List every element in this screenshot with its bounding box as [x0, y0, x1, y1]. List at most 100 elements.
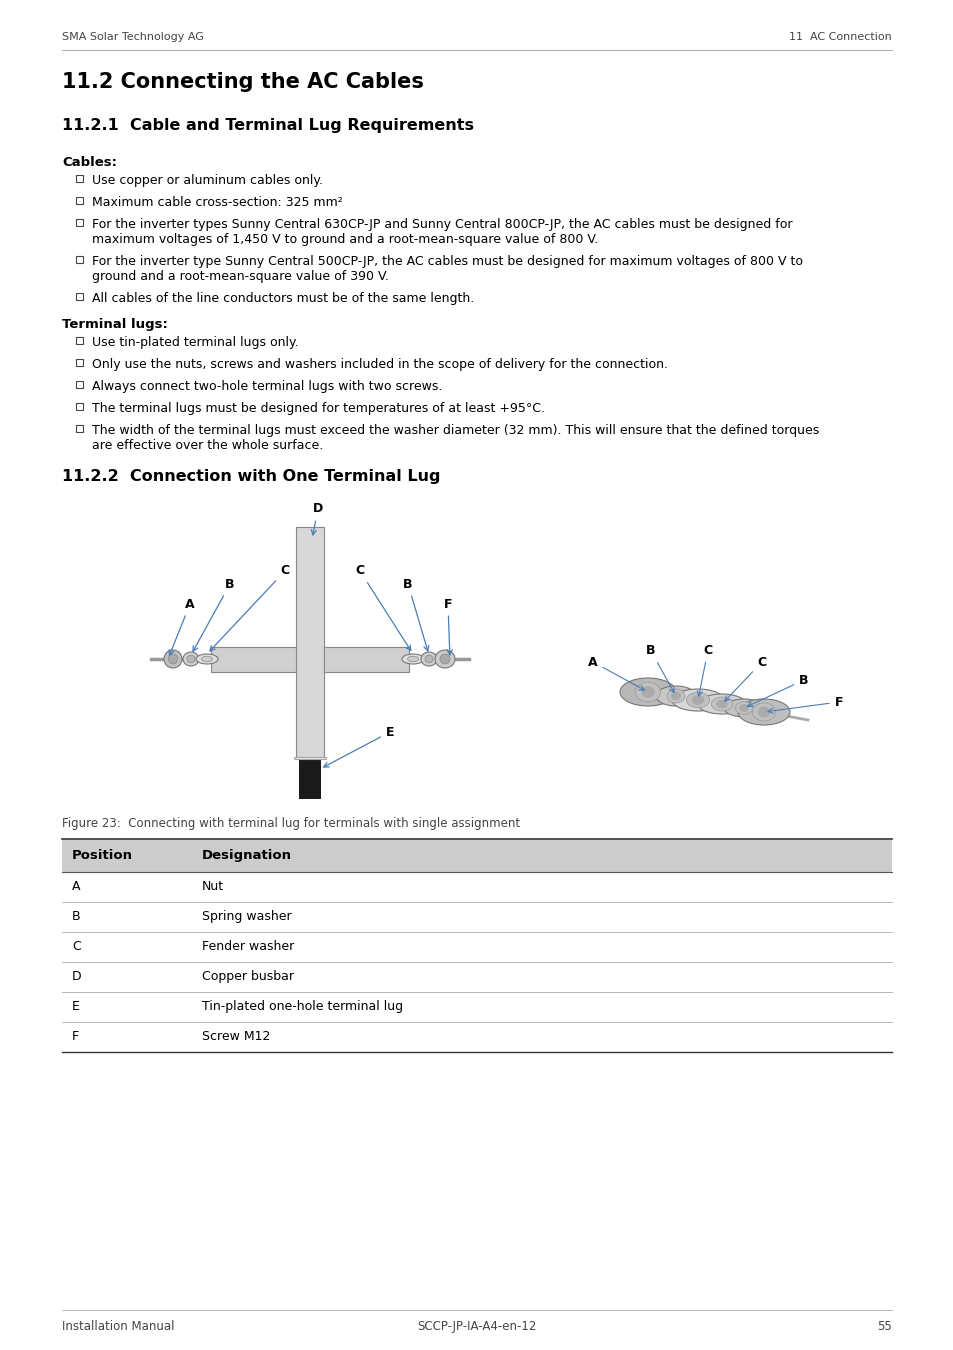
Text: 11  AC Connection: 11 AC Connection: [788, 32, 891, 42]
Bar: [76, 425, 84, 432]
Text: C: C: [697, 644, 712, 697]
Text: 11.2 Connecting the AC Cables: 11.2 Connecting the AC Cables: [62, 72, 423, 92]
Ellipse shape: [698, 694, 745, 714]
Ellipse shape: [734, 702, 752, 714]
Ellipse shape: [710, 697, 732, 711]
Bar: [76, 219, 84, 227]
Text: For the inverter type Sunny Central 500CP-JP, the AC cables must be designed for: For the inverter type Sunny Central 500C…: [91, 255, 802, 269]
Text: E: E: [71, 1000, 80, 1012]
Ellipse shape: [739, 705, 748, 711]
Text: Nut: Nut: [202, 880, 224, 892]
Bar: [298, 759, 320, 799]
Text: SCCP-JP-IA-A4-en-12: SCCP-JP-IA-A4-en-12: [416, 1320, 537, 1332]
Text: C: C: [210, 564, 290, 651]
Ellipse shape: [195, 653, 218, 664]
Bar: [62, 840, 891, 872]
Ellipse shape: [671, 688, 723, 711]
Ellipse shape: [666, 688, 684, 703]
Ellipse shape: [183, 652, 199, 666]
Text: C: C: [355, 564, 411, 651]
Text: D: D: [311, 502, 323, 535]
Text: The terminal lugs must be designed for temperatures of at least +95°C.: The terminal lugs must be designed for t…: [91, 402, 544, 414]
Text: D: D: [71, 971, 82, 983]
Text: A: A: [588, 656, 644, 690]
Text: Cables:: Cables:: [62, 157, 117, 169]
Text: Copper busbar: Copper busbar: [202, 971, 294, 983]
Bar: [294, 757, 326, 759]
Bar: [62, 902, 891, 932]
Ellipse shape: [201, 656, 213, 662]
Ellipse shape: [723, 699, 763, 717]
Bar: [76, 381, 84, 389]
Ellipse shape: [169, 653, 177, 664]
Bar: [76, 293, 84, 300]
Ellipse shape: [752, 703, 775, 721]
Text: Maximum cable cross-section: 325 mm²: Maximum cable cross-section: 325 mm²: [91, 196, 342, 209]
Ellipse shape: [619, 678, 676, 706]
Bar: [62, 872, 891, 902]
Text: Use tin-plated terminal lugs only.: Use tin-plated terminal lugs only.: [91, 336, 298, 350]
Ellipse shape: [439, 653, 450, 664]
Bar: [76, 359, 84, 366]
Ellipse shape: [641, 686, 654, 698]
Bar: [62, 963, 891, 992]
Ellipse shape: [685, 693, 709, 707]
Ellipse shape: [407, 656, 418, 662]
Bar: [62, 931, 891, 963]
Text: F: F: [443, 598, 452, 655]
Text: B: B: [747, 674, 808, 706]
Bar: [62, 1022, 891, 1052]
Text: 11.2.1  Cable and Terminal Lug Requirements: 11.2.1 Cable and Terminal Lug Requiremen…: [62, 117, 474, 134]
Ellipse shape: [435, 649, 455, 668]
Text: maximum voltages of 1,450 V to ground and a root-mean-square value of 800 V.: maximum voltages of 1,450 V to ground an…: [91, 234, 598, 246]
Text: B: B: [193, 578, 234, 651]
Bar: [76, 197, 84, 204]
Text: Spring washer: Spring washer: [202, 910, 292, 923]
Text: Screw M12: Screw M12: [202, 1030, 270, 1044]
Text: A: A: [169, 598, 194, 655]
Text: Fender washer: Fender washer: [202, 940, 294, 953]
Text: The width of the terminal lugs must exceed the washer diameter (32 mm). This wil: The width of the terminal lugs must exce…: [91, 424, 819, 437]
Text: Figure 23:  Connecting with terminal lug for terminals with single assignment: Figure 23: Connecting with terminal lug …: [62, 817, 519, 830]
Ellipse shape: [758, 707, 769, 717]
Ellipse shape: [635, 682, 659, 702]
Ellipse shape: [420, 652, 436, 666]
Text: Installation Manual: Installation Manual: [62, 1320, 174, 1332]
Text: C: C: [71, 940, 81, 953]
Text: B: B: [403, 578, 428, 651]
Text: Terminal lugs:: Terminal lugs:: [62, 319, 168, 331]
Text: B: B: [71, 910, 81, 923]
Text: F: F: [71, 1030, 79, 1044]
Ellipse shape: [164, 649, 182, 668]
Text: 55: 55: [877, 1320, 891, 1332]
Text: E: E: [323, 725, 394, 767]
Bar: [295, 526, 324, 757]
Bar: [324, 647, 409, 672]
Text: ground and a root-mean-square value of 390 V.: ground and a root-mean-square value of 3…: [91, 270, 389, 284]
Text: C: C: [724, 656, 766, 701]
Text: F: F: [767, 695, 842, 713]
Ellipse shape: [656, 686, 696, 706]
Text: SMA Solar Technology AG: SMA Solar Technology AG: [62, 32, 204, 42]
Ellipse shape: [401, 653, 423, 664]
Text: 11.2.2  Connection with One Terminal Lug: 11.2.2 Connection with One Terminal Lug: [62, 468, 440, 485]
Bar: [76, 174, 84, 182]
Ellipse shape: [716, 701, 726, 707]
Text: B: B: [645, 644, 674, 693]
Text: Designation: Designation: [202, 849, 292, 863]
Ellipse shape: [424, 655, 433, 663]
Ellipse shape: [738, 699, 789, 725]
Text: Only use the nuts, screws and washers included in the scope of delivery for the : Only use the nuts, screws and washers in…: [91, 358, 667, 371]
Text: Always connect two-hole terminal lugs with two screws.: Always connect two-hole terminal lugs wi…: [91, 379, 442, 393]
Bar: [62, 992, 891, 1022]
Bar: [76, 255, 84, 263]
Bar: [76, 336, 84, 344]
Bar: [211, 647, 295, 672]
Bar: [76, 402, 84, 410]
Ellipse shape: [692, 695, 703, 705]
Text: For the inverter types Sunny Central 630CP-JP and Sunny Central 800CP-JP, the AC: For the inverter types Sunny Central 630…: [91, 217, 792, 231]
Ellipse shape: [187, 655, 194, 663]
Text: Use copper or aluminum cables only.: Use copper or aluminum cables only.: [91, 174, 323, 188]
Text: Tin-plated one-hole terminal lug: Tin-plated one-hole terminal lug: [202, 1000, 403, 1012]
Text: Position: Position: [71, 849, 132, 863]
